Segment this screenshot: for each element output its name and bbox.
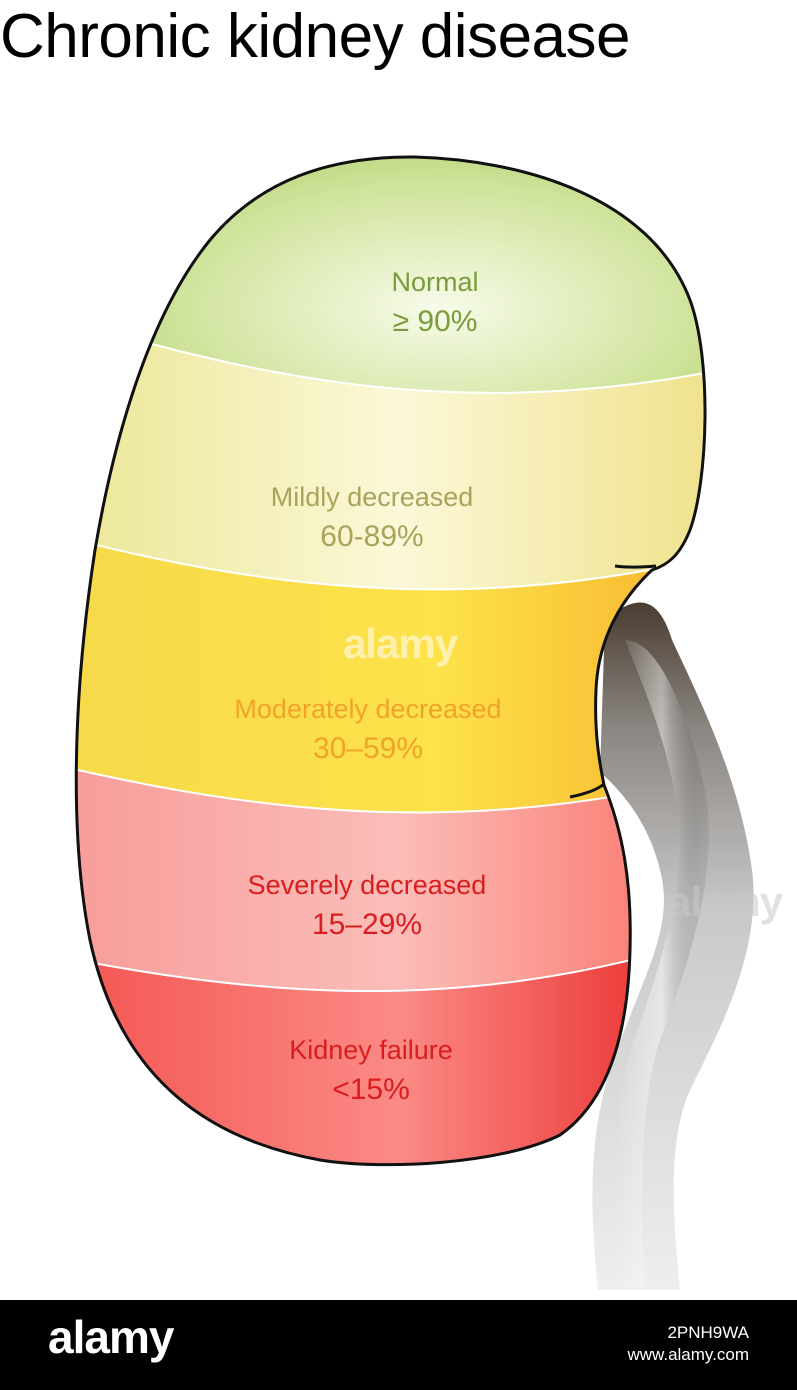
stage-range: 60-89% [320, 520, 424, 553]
stage-range: 15–29% [311, 908, 423, 941]
stage-range: 30–59% [312, 732, 424, 765]
stage-label-failure: Kidney failure <15% [161, 1033, 581, 1113]
stage-label-moderate: Moderately decreased 30–59% [158, 692, 578, 772]
band-failure [76, 935, 706, 1165]
stage-range: ≥ 90% [392, 305, 478, 338]
stage-label-normal: Normal ≥ 90% [225, 265, 645, 345]
stage-range: <15% [332, 1073, 410, 1106]
stage-name: Moderately decreased [234, 694, 502, 724]
stage-name: Normal [391, 267, 479, 297]
kidney-outline [74, 155, 707, 1167]
watermark: alamy [343, 620, 458, 667]
stage-label-severe: Severely decreased 15–29% [157, 868, 577, 948]
site-url: www.alamy.com [627, 1345, 749, 1364]
footer-logo: alamy [48, 1311, 174, 1363]
stage-name: Mildly decreased [270, 482, 474, 512]
stage-name: Kidney failure [289, 1035, 453, 1065]
footer-bar [0, 1300, 797, 1390]
watermark: alamy [668, 878, 783, 925]
kidney-diagram [74, 155, 754, 1290]
page-title: Chronic kidney disease [0, 2, 631, 71]
stage-label-mild: Mildly decreased 60-89% [162, 480, 582, 560]
image-id: 2PNH9WA [667, 1323, 749, 1342]
footer-credit: 2PNH9WA www.alamy.com [627, 1322, 749, 1366]
stage-name: Severely decreased [247, 870, 487, 900]
